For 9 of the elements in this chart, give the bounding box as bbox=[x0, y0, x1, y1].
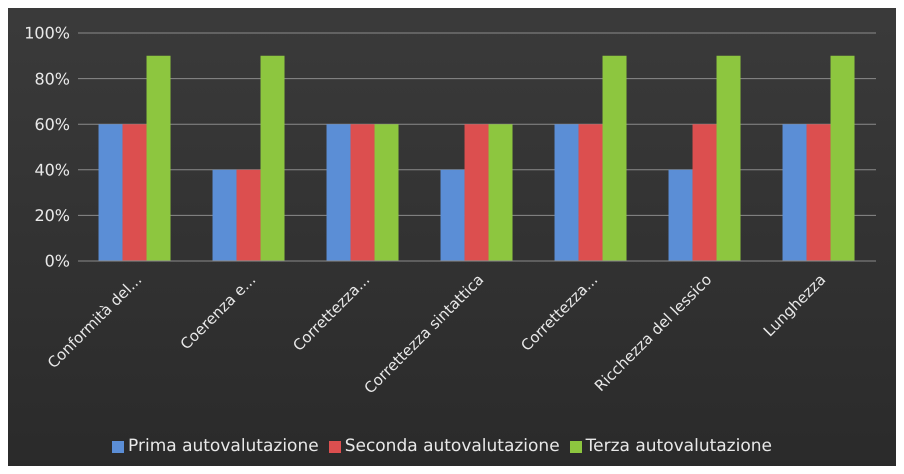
legend-label: Terza autovalutazione bbox=[586, 436, 772, 456]
y-tick-label: 0% bbox=[44, 252, 70, 271]
legend-label: Seconda autovalutazione bbox=[344, 436, 560, 456]
y-tick-label: 80% bbox=[34, 69, 70, 88]
y-tick-label: 60% bbox=[34, 114, 70, 134]
y-tick-label: 100% bbox=[24, 24, 70, 43]
y-tick-label: 40% bbox=[34, 160, 70, 180]
y-tick-label: 20% bbox=[34, 206, 70, 226]
legend-label: Prima autovalutazione bbox=[128, 436, 319, 456]
